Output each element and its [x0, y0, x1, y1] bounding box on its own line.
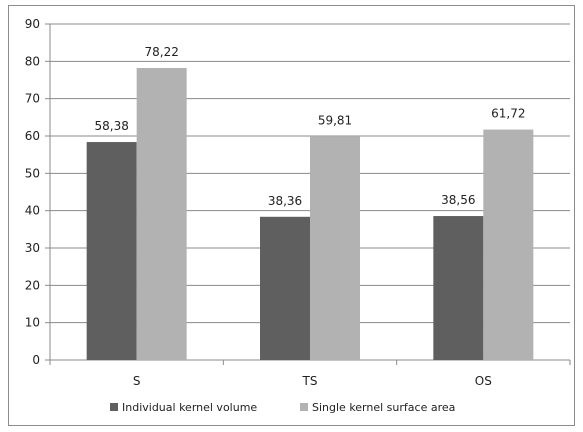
- data-label: 58,38: [94, 119, 128, 133]
- y-tick-label: 40: [25, 204, 40, 218]
- y-tick-label: 50: [25, 166, 40, 180]
- bar: [483, 129, 534, 360]
- bar: [310, 136, 360, 360]
- y-tick-label: 20: [25, 278, 40, 292]
- data-label: 38,56: [441, 193, 475, 207]
- x-tick-label: TS: [302, 374, 318, 388]
- data-label: 38,36: [268, 194, 302, 208]
- legend-label: Single kernel surface area: [312, 401, 455, 414]
- data-label: 78,22: [144, 45, 178, 59]
- y-tick-label: 80: [25, 54, 40, 68]
- bar: [136, 67, 187, 360]
- bar: [260, 216, 310, 360]
- x-tick-label: OS: [475, 374, 492, 388]
- y-tick-label: 60: [25, 129, 40, 143]
- x-tick-label: S: [133, 374, 141, 388]
- legend-swatch: [300, 403, 308, 411]
- y-tick-label: 0: [32, 353, 40, 367]
- y-tick-label: 70: [25, 92, 40, 106]
- bar: [86, 142, 137, 360]
- bar: [433, 216, 484, 360]
- data-label: 59,81: [318, 114, 352, 128]
- data-label: 61,72: [491, 107, 525, 121]
- y-tick-label: 30: [25, 241, 40, 255]
- y-tick-label: 10: [25, 316, 40, 330]
- y-tick-label: 90: [25, 17, 40, 31]
- legend-swatch: [110, 403, 118, 411]
- legend-label: Individual kernel volume: [122, 401, 257, 414]
